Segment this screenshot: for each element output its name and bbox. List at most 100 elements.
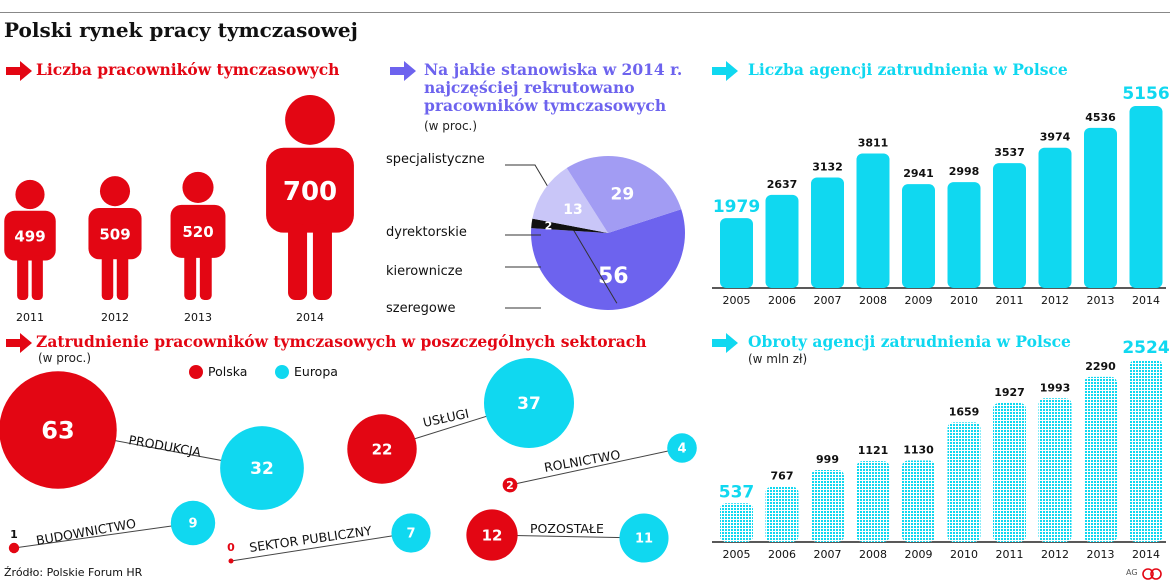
polska-bubble [8,542,20,554]
polska-bubble [466,509,518,561]
pie-category-label: kierownicze [386,264,463,279]
bar-value-label: 5156 [1122,84,1169,104]
year-tick-label: 2012 [101,311,129,324]
year-tick-label: 2013 [1087,294,1115,307]
year-tick-label: 2012 [1041,548,1069,561]
sector-link-line [230,532,412,562]
europa-value-label: 9 [188,517,197,532]
europa-bubble [220,426,304,510]
sectors-subtitle: (w proc.) [38,351,92,365]
bar-2009 [902,184,935,288]
worker-leg [101,253,114,300]
year-tick-label: 2013 [1087,548,1115,561]
pie-category-label: dyrektorskie [386,225,467,240]
pie-slice-specjalistyczne [531,209,685,310]
pie-slice-kierownicze [532,167,608,233]
sector-link-line [509,447,683,486]
worker-value-label: 520 [182,223,213,241]
polska-value-label: 63 [41,417,74,445]
worker-leg [288,223,308,300]
europa-bubble [170,500,216,546]
bar-value-label: 1927 [994,386,1025,399]
arrow-right-icon [6,61,32,81]
europa-value-label: 4 [677,442,686,457]
bar-value-label: 1979 [713,197,760,217]
pie-slice-szeregowe [566,156,682,233]
europa-bubble [619,513,669,563]
workers-chart: 499 2011 509 2012 520 2013 700 2014 [4,95,354,324]
year-tick-label: 2014 [1132,294,1160,307]
bar-value-label: 767 [771,470,794,483]
legend-polska-label: Polska [208,364,247,379]
europa-value-label: 7 [406,527,415,542]
year-tick-label: 2008 [859,294,887,307]
bar-value-label: 1130 [903,444,934,457]
pie-slice-dyrektorskie [531,218,608,233]
polska-bubble [228,558,234,564]
bar-2011 [993,403,1026,542]
publisher-logo [1142,565,1162,584]
bar-value-label: 4536 [1085,111,1116,124]
sector-pozostałe: 12 11 POZOSTAŁE [466,509,669,563]
year-tick-label: 2014 [1132,548,1160,561]
positions-title: Na jakie stanowiska w 2014 r. najczęście… [424,60,683,115]
year-tick-label: 2008 [859,548,887,561]
worker-figure: 509 [88,176,142,300]
positions-chart: 56 specjalistyczne 2 dyrektorskie 13 kierowni… [386,152,685,316]
turnover-subtitle: (w mln zł) [748,352,808,366]
worker-body [88,207,142,260]
bar-2009 [902,460,935,542]
worker-leg [116,253,129,300]
positions-subtitle: (w proc.) [424,119,478,133]
worker-value-label: 700 [283,177,337,207]
pie-category-label: specjalistyczne [386,152,485,167]
bar-2011 [993,163,1026,288]
year-tick-label: 2011 [16,311,44,324]
bar-value-label: 2998 [949,165,980,178]
legend-europa-label: Europa [294,364,338,379]
arrow-right-icon [712,61,738,81]
bar-value-label: 1121 [858,444,889,457]
bar-2005 [720,218,753,288]
sectors-title: Zatrudnienie pracowników tymczasowych w … [36,332,647,351]
sector-name-label: PRODUKCJA [127,432,202,460]
top-rule [0,12,1170,13]
europa-value-label: 11 [635,532,653,547]
year-tick-label: 2005 [723,548,751,561]
bar-2005 [720,503,753,542]
bar-value-label: 2941 [903,167,934,180]
worker-figure: 700 [266,95,354,300]
worker-value-label: 509 [99,225,130,243]
year-tick-label: 2007 [814,294,842,307]
sector-sektor-publiczny: 0 7 SEKTOR PUBLICZNY [227,513,431,564]
polska-bubble [502,477,518,493]
source-note: Źródło: Polskie Forum HR [4,566,143,579]
bar-value-label: 2290 [1085,360,1116,373]
bar-2013 [1084,127,1117,288]
bar-2010 [947,182,981,288]
sector-name-label: POZOSTAŁE [530,521,604,536]
arrow-right-icon [6,333,32,353]
arrow-right-icon [390,61,416,81]
bar-value-label: 3537 [994,146,1025,159]
polska-bubble [347,414,417,484]
bar-2014 [1129,106,1163,288]
bar-value-label: 2637 [767,178,798,191]
worker-body [4,210,56,261]
worker-leg [184,252,197,300]
europa-value-label: 32 [250,459,274,479]
bar-value-label: 3974 [1040,131,1071,144]
bar-value-label: 1659 [949,405,980,418]
pie-value-label: 56 [598,264,629,289]
worker-body [170,204,226,258]
pie-value-label: 2 [545,219,553,232]
sector-produkcja: 63 32 PRODUKCJA [0,371,304,510]
bar-2012 [1038,398,1072,542]
worker-head [182,171,214,203]
sectors-chart: Polska Europa 63 32 PRODUKCJA 22 37 USŁUGI 2 4 ROL… [0,357,697,564]
sector-budownictwo: 1 9 BUDOWNICTWO [8,500,216,554]
polska-bubble [0,371,117,489]
bar-2013 [1084,376,1117,542]
polska-value-label: 22 [372,440,393,458]
pie-value-label: 13 [563,202,582,218]
